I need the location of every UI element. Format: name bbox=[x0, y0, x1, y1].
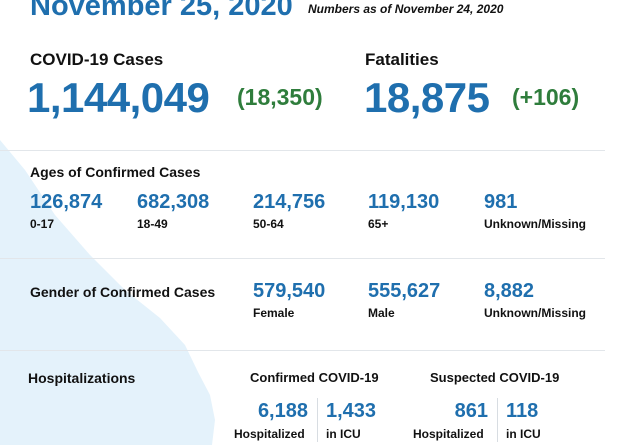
cases-new: (18,350) bbox=[237, 84, 323, 110]
fatalities-total: 18,875 bbox=[364, 74, 490, 121]
age-value: 126,874 bbox=[30, 191, 103, 213]
confirmed-hospitalized-label: Hospitalized bbox=[234, 427, 305, 441]
fatalities-new: (+106) bbox=[512, 84, 580, 110]
age-label: 18-49 bbox=[137, 217, 168, 231]
age-label: Unknown/Missing bbox=[484, 217, 586, 231]
gender-heading: Gender of Confirmed Cases bbox=[30, 284, 216, 300]
gender-value: 579,540 bbox=[253, 280, 326, 302]
divider bbox=[0, 258, 605, 259]
separator bbox=[497, 398, 498, 442]
confirmed-icu-label: in ICU bbox=[326, 427, 361, 441]
confirmed-heading: Confirmed COVID-19 bbox=[250, 370, 379, 385]
gender-value: 555,627 bbox=[368, 280, 441, 302]
age-label: 65+ bbox=[368, 217, 389, 231]
age-value: 682,308 bbox=[137, 191, 210, 213]
gender-label: Female bbox=[253, 306, 295, 320]
age-label: 50-64 bbox=[253, 217, 284, 231]
confirmed-icu-value: 1,433 bbox=[326, 400, 377, 422]
separator bbox=[317, 398, 318, 442]
fatalities-heading: Fatalities bbox=[365, 50, 439, 69]
page-title: November 25, 2020 bbox=[30, 0, 293, 22]
age-value: 119,130 bbox=[368, 191, 440, 213]
gender-value: 8,882 bbox=[484, 280, 535, 302]
gender-label: Unknown/Missing bbox=[484, 306, 586, 320]
divider bbox=[0, 350, 605, 351]
as-of-date: Numbers as of November 24, 2020 bbox=[308, 2, 504, 16]
gender-label: Male bbox=[368, 306, 395, 320]
age-value: 214,756 bbox=[253, 191, 326, 213]
suspected-hospitalized-label: Hospitalized bbox=[413, 427, 484, 441]
divider bbox=[0, 150, 605, 151]
age-label: 0-17 bbox=[30, 217, 55, 231]
cases-heading: COVID-19 Cases bbox=[30, 50, 164, 69]
confirmed-hospitalized-value: 6,188 bbox=[257, 400, 308, 422]
ages-heading: Ages of Confirmed Cases bbox=[30, 164, 201, 180]
suspected-heading: Suspected COVID-19 bbox=[430, 370, 560, 385]
suspected-icu-label: in ICU bbox=[506, 427, 541, 441]
hospitalizations-heading: Hospitalizations bbox=[28, 370, 136, 386]
suspected-hospitalized-value: 861 bbox=[454, 400, 488, 422]
suspected-icu-value: 118 bbox=[506, 400, 539, 422]
cases-total: 1,144,049 bbox=[27, 74, 210, 121]
age-value: 981 bbox=[484, 191, 518, 213]
